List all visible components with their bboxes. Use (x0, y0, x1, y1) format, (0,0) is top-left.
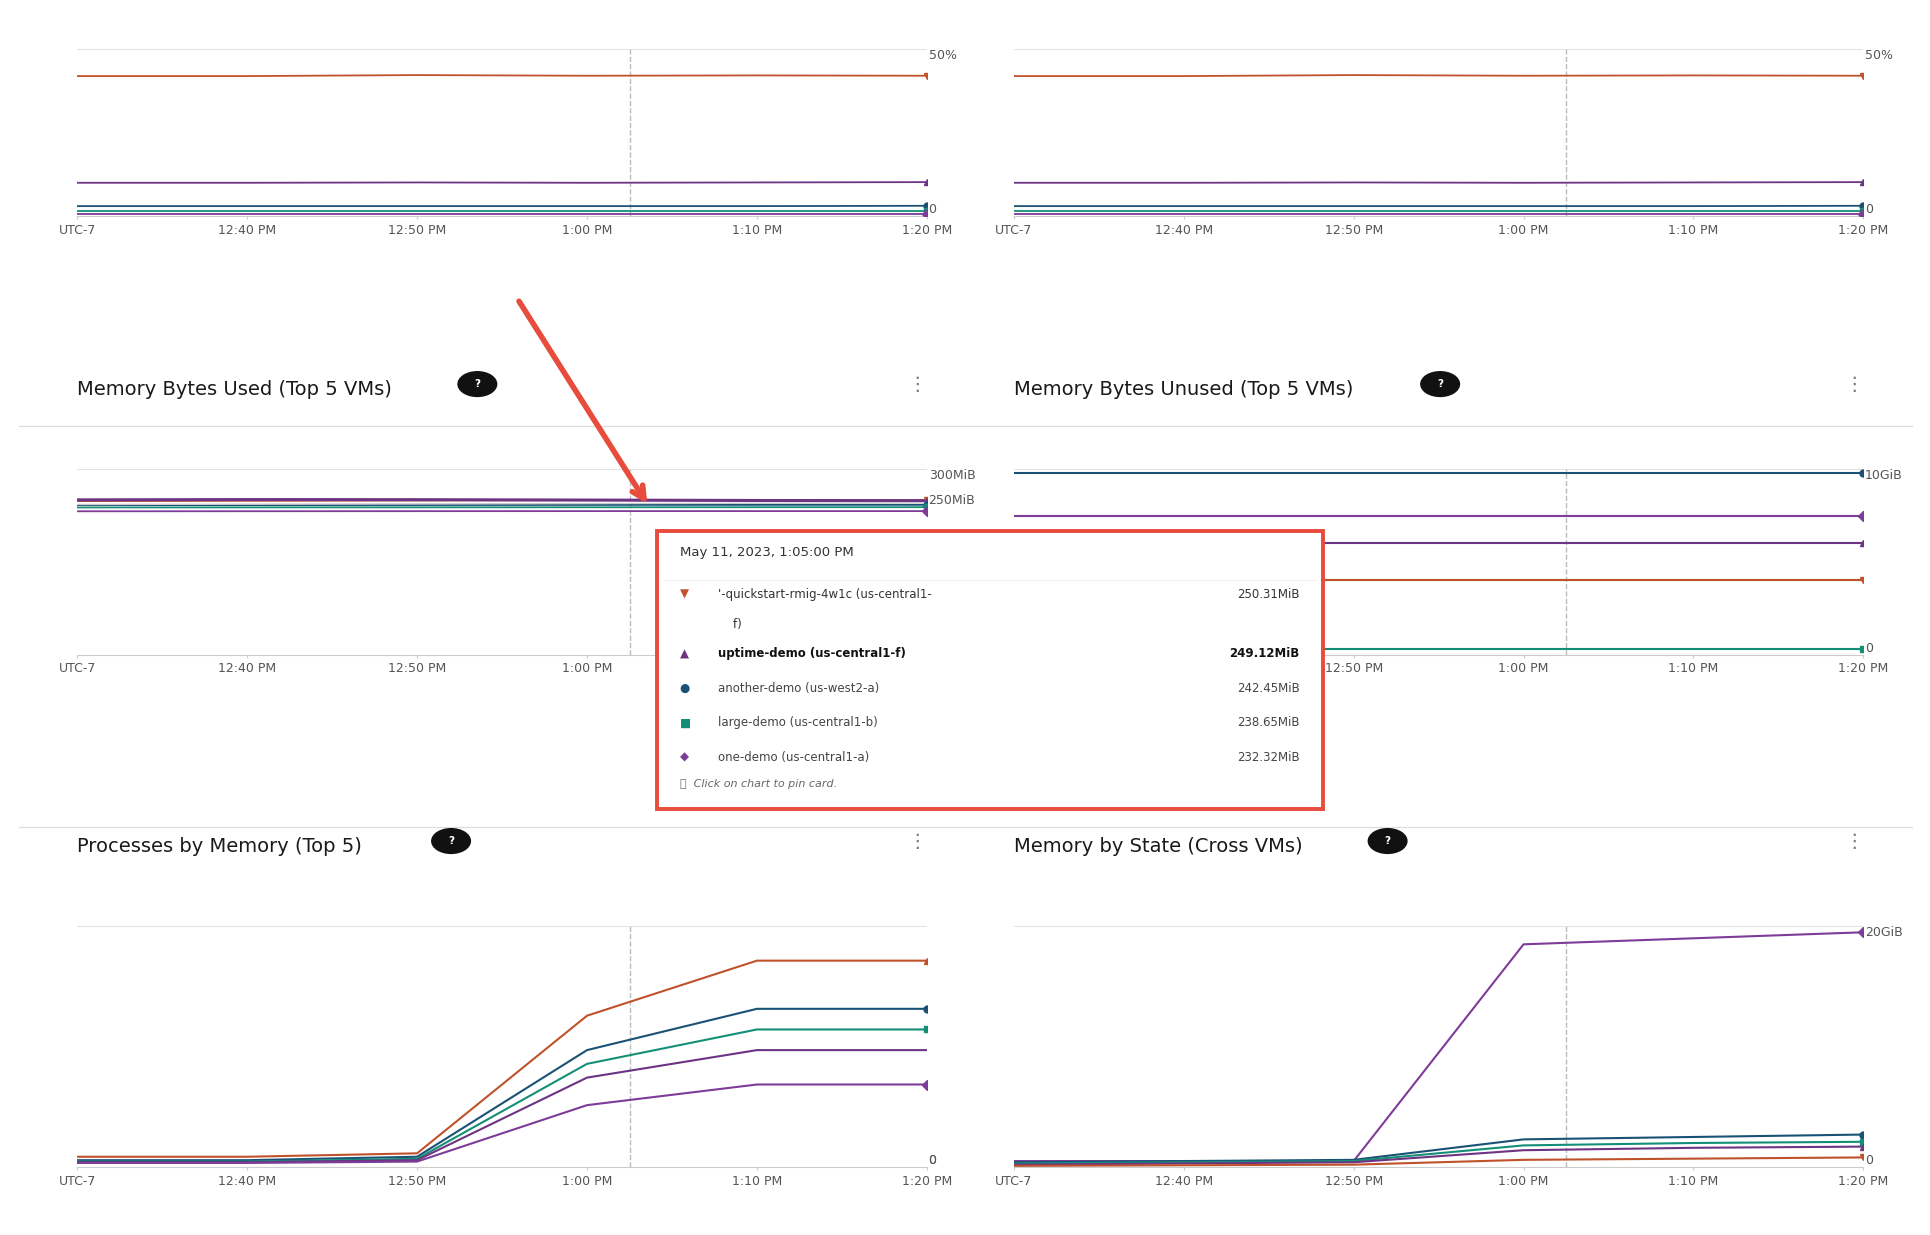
Text: 50%: 50% (928, 49, 955, 63)
Text: ?: ? (1384, 836, 1390, 846)
Text: ⋮: ⋮ (1843, 831, 1862, 851)
Text: ▲: ▲ (679, 647, 689, 661)
Text: f): f) (718, 618, 741, 631)
Text: ⋮: ⋮ (907, 831, 926, 851)
Text: ?: ? (1436, 379, 1442, 389)
Text: 20GiB: 20GiB (1864, 926, 1901, 940)
Text: 238.65MiB: 238.65MiB (1237, 716, 1299, 730)
Text: ●: ● (679, 682, 689, 695)
Text: large-demo (us-central1-b): large-demo (us-central1-b) (718, 716, 878, 730)
Text: 0: 0 (928, 203, 936, 216)
Text: 250.31MiB: 250.31MiB (1237, 588, 1299, 601)
Text: 0: 0 (1864, 1153, 1872, 1167)
Text: 250MiB: 250MiB (928, 494, 975, 506)
Text: 242.45MiB: 242.45MiB (1237, 682, 1299, 695)
Text: 0: 0 (928, 641, 936, 655)
Text: ⋮: ⋮ (907, 374, 926, 394)
Text: 249.12MiB: 249.12MiB (1229, 647, 1299, 661)
Text: Memory Bytes Unused (Top 5 VMs): Memory Bytes Unused (Top 5 VMs) (1013, 380, 1353, 399)
Text: '-quickstart-rmig-4w1c (us-central1-: '-quickstart-rmig-4w1c (us-central1- (718, 588, 932, 601)
Text: another-demo (us-west2-a): another-demo (us-west2-a) (718, 682, 880, 695)
Text: 0: 0 (928, 1153, 936, 1167)
Text: ◆: ◆ (679, 751, 689, 764)
Text: 10GiB: 10GiB (1864, 469, 1901, 483)
Text: Processes by Memory (Top 5): Processes by Memory (Top 5) (77, 837, 363, 856)
Text: 232.32MiB: 232.32MiB (1237, 751, 1299, 764)
Text: ⋮: ⋮ (1843, 374, 1862, 394)
Text: 300MiB: 300MiB (928, 469, 975, 483)
Text: ?: ? (448, 836, 454, 846)
Text: 📌  Click on chart to pin card.: 📌 Click on chart to pin card. (679, 779, 836, 789)
Text: Memory Bytes Used (Top 5 VMs): Memory Bytes Used (Top 5 VMs) (77, 380, 392, 399)
Text: ■: ■ (679, 716, 691, 730)
Text: 0: 0 (928, 1153, 936, 1167)
Text: uptime-demo (us-central1-f): uptime-demo (us-central1-f) (718, 647, 905, 661)
Text: one-demo (us-central1-a): one-demo (us-central1-a) (718, 751, 868, 764)
Text: 0: 0 (1864, 203, 1872, 216)
Text: May 11, 2023, 1:05:00 PM: May 11, 2023, 1:05:00 PM (679, 546, 853, 559)
Text: ?: ? (475, 379, 481, 389)
Text: ▼: ▼ (679, 588, 689, 601)
Text: 0: 0 (1864, 641, 1872, 655)
Text: Memory by State (Cross VMs): Memory by State (Cross VMs) (1013, 837, 1301, 856)
Text: 50%: 50% (1864, 49, 1891, 63)
